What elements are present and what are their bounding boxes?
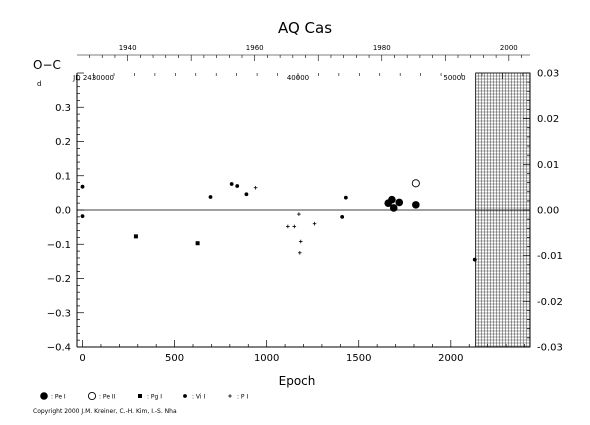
data-point-p-i	[286, 224, 290, 229]
left-y-tick-label: 0.3	[55, 103, 71, 114]
ticks	[77, 54, 530, 348]
data-point-pg-i	[133, 234, 138, 239]
top-year-label: 1940	[119, 44, 137, 52]
right-y-tick-label: -0.01	[537, 251, 563, 262]
data-point-p-i	[297, 212, 301, 216]
jd-label: 50000	[443, 74, 465, 82]
data-point-vi-i	[229, 182, 234, 186]
data-point-p-i	[292, 224, 297, 229]
data-point-vi-i	[80, 214, 85, 219]
data-point-vi-i	[343, 195, 348, 200]
bottom-x-tick-label: 500	[165, 353, 184, 364]
legend-marker	[40, 392, 48, 400]
bottom-x-tick-label: 0	[79, 353, 85, 364]
data-point-vi-i	[244, 192, 249, 197]
y-axis-label: O−C	[33, 58, 61, 72]
data-point-p-i	[312, 221, 317, 226]
left-y-tick-label: −0.2	[47, 274, 71, 285]
left-y-tick-label: −0.3	[47, 308, 71, 319]
left-y-tick-label: 0.1	[55, 171, 71, 182]
data-point-pe-i	[412, 201, 420, 209]
left-y-tick-label: 0.0	[55, 206, 71, 217]
data-points	[80, 179, 477, 262]
top-year-label: 1960	[246, 44, 264, 52]
data-point-vi-i	[472, 257, 477, 262]
legend-label: : Pe II	[99, 394, 116, 401]
bottom-x-tick-label: 2000	[438, 353, 463, 364]
legend: : Pe I : Pe II : Pg I : Vi I : P I	[40, 391, 248, 401]
right-y-tick-label: -0.03	[537, 343, 563, 354]
legend-marker	[138, 394, 142, 398]
legend-label: : Pe I	[51, 394, 66, 401]
data-point-p-i	[253, 185, 258, 190]
legend-marker	[87, 391, 97, 401]
right-y-tick-label: 0.03	[537, 69, 559, 80]
right-y-tick-label: 0.00	[537, 206, 559, 217]
data-point-p-i	[298, 251, 302, 255]
data-point-pe-ii	[411, 179, 420, 188]
right-y-tick-label: 0.01	[537, 160, 559, 171]
data-point-vi-i	[235, 184, 240, 188]
copyright-text: Copyright 2000 J.M. Kreiner, C.-H. Kim, …	[33, 408, 177, 415]
y-axis-unit: d	[37, 80, 41, 88]
data-point-pe-i	[388, 195, 396, 204]
data-point-pe-i	[395, 198, 404, 207]
top-year-label: 1980	[373, 44, 391, 52]
legend-label: : Pg I	[147, 394, 162, 401]
left-y-tick-label: −0.4	[47, 343, 71, 354]
right-y-tick-label: -0.02	[537, 297, 563, 308]
data-point-pg-i	[195, 241, 200, 246]
legend-label: : P I	[237, 394, 248, 401]
legend-marker	[228, 394, 232, 398]
legend-label: : Vi I	[192, 394, 205, 401]
left-y-tick-label: −0.1	[47, 240, 71, 251]
data-point-vi-i	[208, 195, 213, 199]
data-point-vi-i	[80, 184, 85, 189]
legend-marker	[183, 394, 187, 398]
jd-label: JD 2430000	[72, 74, 114, 82]
data-point-vi-i	[340, 214, 345, 219]
bottom-x-tick-label: 1000	[254, 353, 279, 364]
top-year-label: 2000	[500, 44, 518, 52]
chart-title: AQ Cas	[278, 19, 332, 37]
tick-labels: 0.3 0.2 0.1 0.0 −0.1 −0.2 −0.3 −0.4 0.03 0.02 0.01…	[47, 44, 563, 364]
jd-label: 40000	[287, 74, 309, 82]
data-point-pe-i	[389, 204, 398, 212]
bottom-x-tick-label: 1500	[346, 353, 371, 364]
left-y-tick-label: 0.2	[55, 137, 71, 148]
x-axis-label: Epoch	[279, 374, 316, 388]
data-point-p-i	[298, 239, 303, 244]
right-y-tick-label: 0.02	[537, 114, 559, 125]
